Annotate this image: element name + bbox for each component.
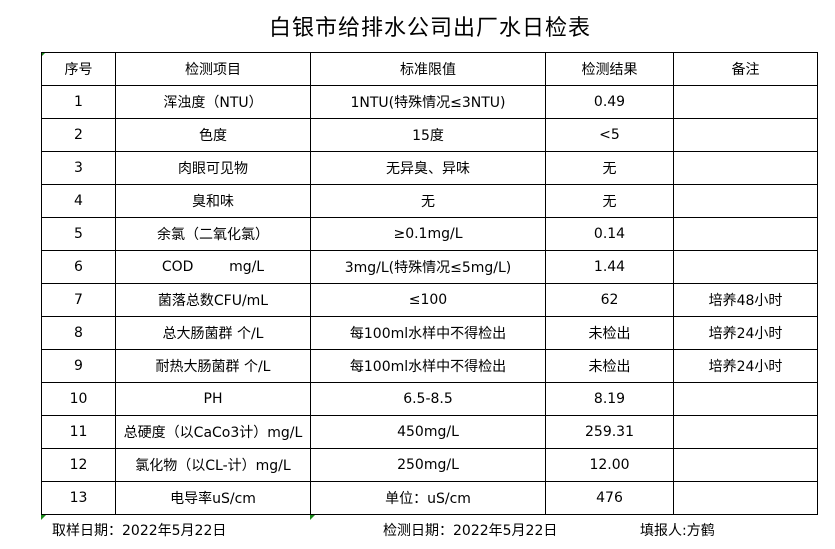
col-result-cell: 12.00 bbox=[545, 448, 674, 482]
col-result-cell: 259.31 bbox=[545, 415, 674, 449]
col-item-cell: 总大肠菌群 个/L bbox=[115, 316, 311, 350]
col-standard-cell: ≥0.1mg/L bbox=[310, 217, 546, 251]
col-result-cell: 未检出 bbox=[545, 316, 674, 350]
col-remark-cell: 培养24小时 bbox=[673, 316, 818, 350]
col-index-cell: 12 bbox=[41, 448, 116, 482]
col-standard-cell: 250mg/L bbox=[310, 448, 546, 482]
col-index-cell: 7 bbox=[41, 283, 116, 317]
col-index-cell: 5 bbox=[41, 217, 116, 251]
header-col-standard: 标准限值 bbox=[310, 52, 546, 86]
table-row: 11 总硬度（以CaCo3计）mg/L 450mg/L 259.31 bbox=[41, 415, 818, 449]
table-row: 13 电导率uS/cm 单位：uS/cm 476 bbox=[41, 481, 818, 515]
col-result-cell: 未检出 bbox=[545, 349, 674, 383]
col-remark-cell bbox=[673, 184, 818, 218]
col-result-cell: 无 bbox=[545, 151, 674, 185]
col-standard-cell: 1NTU(特殊情况≤3NTU) bbox=[310, 85, 546, 119]
col-standard-cell: 15度 bbox=[310, 118, 546, 152]
col-index-cell: 10 bbox=[41, 382, 116, 416]
col-standard-cell: 每100ml水样中不得检出 bbox=[310, 349, 546, 383]
table-row: 5 余氯（二氧化氯） ≥0.1mg/L 0.14 bbox=[41, 217, 818, 251]
col-remark-cell bbox=[673, 151, 818, 185]
table-row: 6 COD mg/L 3mg/L(特殊情况≤5mg/L) 1.44 bbox=[41, 250, 818, 284]
col-index-cell: 1 bbox=[41, 85, 116, 119]
col-remark-cell bbox=[673, 118, 818, 152]
col-remark-cell: 培养24小时 bbox=[673, 349, 818, 383]
col-item-cell: 总硬度（以CaCo3计）mg/L bbox=[115, 415, 311, 449]
page-title: 白银市给排水公司出厂水日检表 bbox=[268, 16, 591, 41]
cell-marker bbox=[310, 515, 315, 520]
col-standard-cell: 3mg/L(特殊情况≤5mg/L) bbox=[310, 250, 546, 284]
col-remark-cell bbox=[673, 415, 818, 449]
col-item-cell: 浑浊度（NTU） bbox=[115, 85, 311, 119]
table-row: 8 总大肠菌群 个/L 每100ml水样中不得检出 未检出 培养24小时 bbox=[41, 316, 818, 350]
col-item-cell: 色度 bbox=[115, 118, 311, 152]
col-index-cell: 2 bbox=[41, 118, 116, 152]
col-remark-cell bbox=[673, 481, 818, 515]
table-row: 9 耐热大肠菌群 个/L 每100ml水样中不得检出 未检出 培养24小时 bbox=[41, 349, 818, 383]
table-row: 3 肉眼可见物 无异臭、异味无 bbox=[41, 151, 818, 185]
col-item-cell: 电导率uS/cm bbox=[115, 481, 311, 515]
col-index-cell: 3 bbox=[41, 151, 116, 185]
col-standard-cell: 单位：uS/cm bbox=[310, 481, 546, 515]
col-result-cell: 1.44 bbox=[545, 250, 674, 284]
col-index-cell: 9 bbox=[41, 349, 116, 383]
col-result-cell: 无 bbox=[545, 184, 674, 218]
col-index-cell: 11 bbox=[41, 415, 116, 449]
table-row: 4 臭和味无无 bbox=[41, 184, 818, 218]
col-item-cell: 耐热大肠菌群 个/L bbox=[115, 349, 311, 383]
col-index-cell: 13 bbox=[41, 481, 116, 515]
table-row: 1 浑浊度（NTU） 1NTU(特殊情况≤3NTU) 0.49 bbox=[41, 85, 818, 119]
col-standard-cell: ≤100 bbox=[310, 283, 546, 317]
col-index-cell: 4 bbox=[41, 184, 116, 218]
col-standard-cell: 6.5-8.5 bbox=[310, 382, 546, 416]
col-result-cell: 8.19 bbox=[545, 382, 674, 416]
col-remark-cell bbox=[673, 448, 818, 482]
table-row: 12 氯化物（以CL-计）mg/L 250mg/L 12.00 bbox=[41, 448, 818, 482]
table-row: 10 PH 6.5-8.5 8.19 bbox=[41, 382, 818, 416]
table-row: 7 菌落总数CFU/mL ≤100 62 培养48小时 bbox=[41, 283, 818, 317]
col-item-cell: PH bbox=[115, 382, 311, 416]
col-remark-cell: 培养48小时 bbox=[673, 283, 818, 317]
col-result-cell: <5 bbox=[545, 118, 674, 152]
header-col-index: 序号 bbox=[41, 52, 116, 86]
reporter: 填报人:方鹤 bbox=[640, 523, 715, 539]
sampling-date: 取样日期：2022年5月22日 bbox=[52, 523, 227, 539]
col-standard-cell: 无异臭、异味 bbox=[310, 151, 546, 185]
col-item-cell: 臭和味 bbox=[115, 184, 311, 218]
col-index-cell: 6 bbox=[41, 250, 116, 284]
col-item-cell: 肉眼可见物 bbox=[115, 151, 311, 185]
inspection-table: 序号 检测项目 标准限值 检测结果 备注 1 浑浊度（NTU） 1NTU(特殊情况≤3NTU)… bbox=[41, 52, 818, 515]
cell-marker bbox=[41, 515, 46, 520]
table-row: 2 色度 15度 <5 bbox=[41, 118, 818, 152]
header-col-result: 检测结果 bbox=[545, 52, 674, 86]
col-item-cell: 余氯（二氧化氯） bbox=[115, 217, 311, 251]
col-remark-cell bbox=[673, 85, 818, 119]
header-col-item: 检测项目 bbox=[115, 52, 311, 86]
col-result-cell: 62 bbox=[545, 283, 674, 317]
header-row: 序号 检测项目 标准限值 检测结果 备注 bbox=[41, 52, 818, 86]
col-remark-cell bbox=[673, 217, 818, 251]
col-standard-cell: 每100ml水样中不得检出 bbox=[310, 316, 546, 350]
col-item-cell: 氯化物（以CL-计）mg/L bbox=[115, 448, 311, 482]
col-standard-cell: 450mg/L bbox=[310, 415, 546, 449]
col-result-cell: 476 bbox=[545, 481, 674, 515]
col-remark-cell bbox=[673, 250, 818, 284]
header-col-remark: 备注 bbox=[673, 52, 818, 86]
col-result-cell: 0.14 bbox=[545, 217, 674, 251]
col-standard-cell: 无 bbox=[310, 184, 546, 218]
col-index-cell: 8 bbox=[41, 316, 116, 350]
col-result-cell: 0.49 bbox=[545, 85, 674, 119]
col-item-cell: 菌落总数CFU/mL bbox=[115, 283, 311, 317]
col-item-cell: COD mg/L bbox=[115, 250, 311, 284]
test-date: 检测日期：2022年5月22日 bbox=[383, 523, 558, 539]
col-remark-cell bbox=[673, 382, 818, 416]
